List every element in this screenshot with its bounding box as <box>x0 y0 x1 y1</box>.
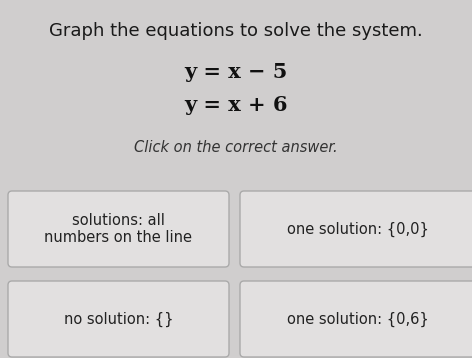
FancyBboxPatch shape <box>8 281 229 357</box>
Text: y = x + 6: y = x + 6 <box>184 95 288 115</box>
Text: Click on the correct answer.: Click on the correct answer. <box>134 140 338 155</box>
Text: one solution: {0,6}: one solution: {0,6} <box>287 311 429 326</box>
Text: no solution: {}: no solution: {} <box>64 311 173 326</box>
Text: one solution: {0,0}: one solution: {0,0} <box>287 221 429 237</box>
Text: solutions: all
numbers on the line: solutions: all numbers on the line <box>44 213 193 245</box>
Text: y = x − 5: y = x − 5 <box>184 62 288 82</box>
FancyBboxPatch shape <box>240 191 472 267</box>
Text: Graph the equations to solve the system.: Graph the equations to solve the system. <box>49 22 423 40</box>
FancyBboxPatch shape <box>240 281 472 357</box>
FancyBboxPatch shape <box>8 191 229 267</box>
